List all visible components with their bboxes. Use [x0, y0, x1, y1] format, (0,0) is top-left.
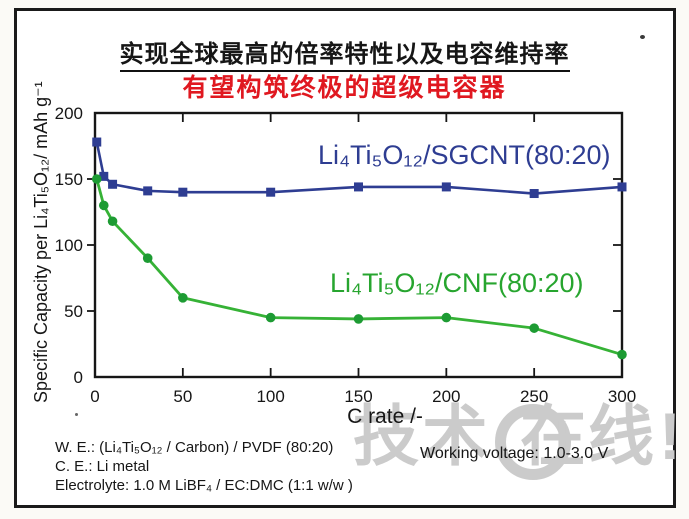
- series-label-cnf: Li₄Ti₅O₁₂/CNF(80:20): [330, 268, 584, 298]
- footnote-electrolyte: Electrolyte: 1.0 M LiBF₄ / EC:DMC (1:1 w…: [55, 477, 353, 494]
- series-0-marker: [529, 189, 539, 199]
- series-0-marker: [99, 171, 109, 181]
- watermark-text-left: 技术: [353, 399, 491, 473]
- series-0-marker: [354, 182, 363, 192]
- chart-svg: 0 50 100 150 200 250 300 0 50 100 150 200: [55, 104, 637, 406]
- scan-speck: [75, 413, 78, 416]
- page-subtitle: 有望构筑终极的超级电容器: [182, 74, 507, 102]
- footnotes: W. E.: (Li₄Ti₅O₁₂ / Carbon) / PVDF (80:2…: [55, 438, 353, 495]
- series-1-marker: [98, 200, 109, 211]
- x-axis-label: C rate /-: [347, 405, 423, 428]
- series-1-marker: [142, 253, 153, 263]
- y-tick-label: 50: [64, 302, 83, 321]
- watermark: 技术 在线 !: [353, 394, 685, 486]
- series-0-marker: [178, 187, 188, 197]
- series-1-marker: [529, 323, 539, 333]
- footnote-working-electrode: W. E.: (Li₄Ti₅O₁₂ / Carbon) / PVDF (80:2…: [55, 439, 334, 456]
- series-label-sgcnt: Li₄Ti₅O₁₂/SGCNT(80:20): [318, 140, 611, 170]
- series-line-1: [95, 178, 623, 356]
- watermark-circle-icon: [495, 404, 571, 480]
- series-0-marker: [617, 182, 627, 192]
- working-voltage-label: Working voltage: 1.0-3.0 V: [420, 445, 609, 462]
- x-tick-label: 50: [173, 387, 192, 406]
- x-tick-label: 300: [608, 387, 636, 406]
- series-0-marker: [441, 182, 451, 192]
- x-tick-label: 100: [256, 387, 284, 406]
- series-0-marker: [143, 186, 153, 196]
- page-title: 实现全球最高的倍率特性以及电容维持率: [0, 34, 689, 72]
- series-1-marker: [265, 312, 276, 323]
- series-1-marker: [107, 216, 118, 227]
- series-1-marker: [178, 293, 188, 303]
- watermark-text-right: 在线: [520, 399, 656, 473]
- x-tick-label: 200: [432, 387, 460, 406]
- scan-speck: [640, 35, 645, 39]
- series-0-marker: [266, 187, 276, 197]
- series-0-marker: [92, 137, 102, 147]
- x-tick-label: 0: [90, 387, 99, 406]
- series-0-marker: [108, 179, 118, 189]
- y-tick-label: 100: [55, 236, 83, 255]
- y-axis-label: Specific Capacity per Li₄Ti₅O₁₂/ mAh g⁻¹: [31, 81, 51, 404]
- x-tick-label: 250: [520, 387, 548, 406]
- y-tick-label: 150: [55, 170, 83, 189]
- page-title-text: 实现全球最高的倍率特性以及电容维持率: [119, 41, 570, 72]
- watermark-exclamation: !: [659, 399, 681, 473]
- y-tick-label: 200: [55, 104, 83, 123]
- x-tick-label: 150: [344, 387, 372, 406]
- y-tick-label: 0: [74, 368, 83, 387]
- series-1-marker: [617, 349, 627, 360]
- series-1-marker: [353, 314, 364, 324]
- series-1-marker: [91, 174, 102, 184]
- footnote-counter-electrode: C. E.: Li metal: [55, 458, 150, 475]
- series-1-marker: [441, 312, 452, 323]
